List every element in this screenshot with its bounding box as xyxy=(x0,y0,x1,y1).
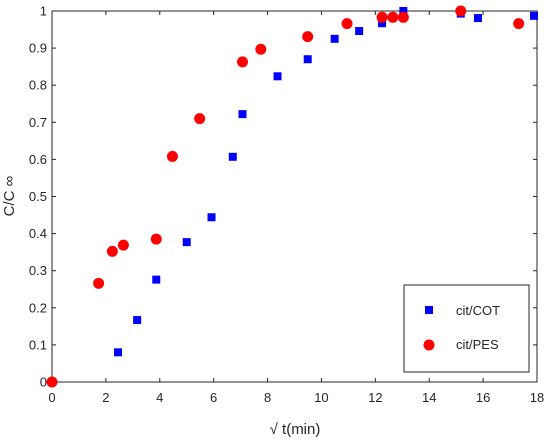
point-cit-cot xyxy=(238,110,247,119)
x-tick-label: 0 xyxy=(48,390,55,405)
point-cit-cot xyxy=(399,7,408,15)
point-cit-pes xyxy=(513,18,525,30)
point-cit-cot xyxy=(133,316,142,325)
legend-box xyxy=(403,284,530,373)
point-cit-pes xyxy=(194,113,206,125)
x-tick-label: 16 xyxy=(476,390,490,405)
point-cit-pes xyxy=(455,5,467,17)
point-cit-cot xyxy=(182,238,191,247)
point-cit-pes xyxy=(93,277,105,289)
x-tick-label: 4 xyxy=(156,390,163,405)
x-tick-label: 10 xyxy=(314,390,328,405)
point-cit-pes xyxy=(376,11,388,23)
y-tick-label: 0.8 xyxy=(29,78,47,93)
point-cit-cot xyxy=(530,11,539,20)
point-cit-pes xyxy=(166,150,178,162)
point-cit-cot xyxy=(303,55,312,64)
y-tick-label: 0.4 xyxy=(29,226,47,241)
point-cit-cot xyxy=(273,72,282,81)
point-cit-pes xyxy=(302,31,314,43)
axis-ticks: 0 2 4 6 8 10 12 14 16 18 0 0.1 0.2 0.3 0.4 0.5 0.6 0.7 0.8… xyxy=(29,4,544,406)
point-cit-pes xyxy=(387,11,399,23)
point-cit-pes xyxy=(341,18,353,30)
legend: cit/COT cit/PES xyxy=(403,284,530,373)
x-tick-label: 6 xyxy=(210,390,217,405)
y-tick-label: 0.3 xyxy=(29,263,47,278)
point-cit-pes xyxy=(236,56,248,68)
y-tick-label: 0 xyxy=(40,375,47,390)
point-cit-cot xyxy=(207,213,216,222)
point-cit-cot xyxy=(228,152,237,161)
point-cit-cot xyxy=(114,348,123,357)
y-tick-label: 0.7 xyxy=(29,115,47,130)
x-tick-label: 2 xyxy=(102,390,109,405)
y-tick-label: 0.1 xyxy=(29,337,47,352)
point-cit-cot xyxy=(355,27,364,36)
y-tick-label: 1 xyxy=(40,4,47,19)
y-tick-label: 0.6 xyxy=(29,152,47,167)
x-tick-label: 8 xyxy=(264,390,271,405)
point-cit-pes xyxy=(46,376,58,388)
point-cit-cot xyxy=(152,275,161,284)
x-axis-title: √ t(min) xyxy=(270,421,321,438)
legend-marker-cit-pes xyxy=(423,339,435,351)
x-tick-label: 18 xyxy=(530,390,544,405)
y-tick-label: 0.9 xyxy=(29,41,47,56)
point-cit-pes xyxy=(106,245,118,257)
point-cit-pes xyxy=(117,239,129,251)
y-tick-label: 0.2 xyxy=(29,300,47,315)
data-points xyxy=(46,5,539,388)
point-cit-pes xyxy=(150,233,162,245)
legend-marker-cit-cot xyxy=(425,306,433,314)
point-cit-cot xyxy=(473,14,482,23)
y-tick-label: 0.5 xyxy=(29,189,47,204)
legend-label-cit-pes: cit/PES xyxy=(456,337,499,352)
x-tick-label: 14 xyxy=(422,390,436,405)
point-cit-pes xyxy=(397,11,409,23)
legend-label-cit-cot: cit/COT xyxy=(456,303,500,318)
x-tick-label: 12 xyxy=(368,390,382,405)
point-cit-cot xyxy=(378,19,387,28)
y-axis-title: C/C ∞ xyxy=(1,175,18,216)
point-cit-cot xyxy=(330,34,339,43)
point-cit-pes xyxy=(255,43,267,55)
